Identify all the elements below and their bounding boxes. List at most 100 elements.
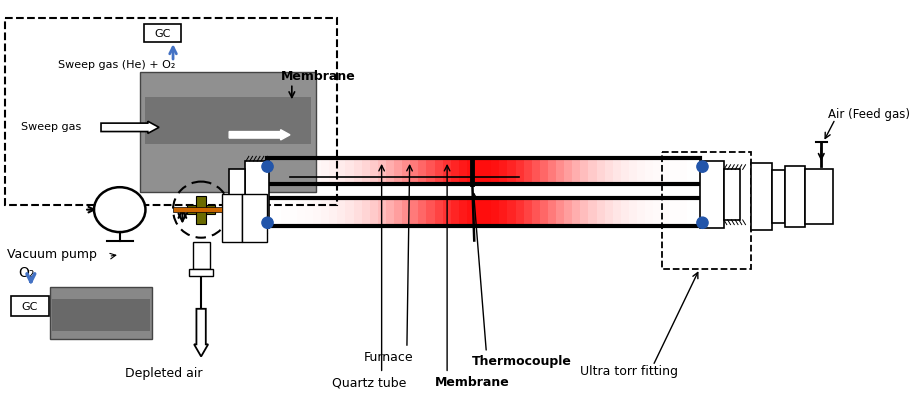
Text: Membrane: Membrane [281, 70, 355, 83]
Bar [192, 243, 210, 269]
Bar [784, 166, 804, 227]
Bar [362, 198, 370, 227]
Bar [410, 158, 419, 184]
Bar [229, 169, 245, 220]
Bar [499, 198, 507, 227]
Bar [242, 194, 266, 243]
Bar [699, 161, 723, 228]
Bar [669, 158, 678, 184]
Bar [5, 18, 336, 205]
Text: Ultra torr fitting: Ultra torr fitting [579, 365, 677, 378]
Bar [531, 158, 540, 184]
Text: Depleted air: Depleted air [125, 367, 202, 380]
Bar [629, 198, 638, 227]
Circle shape [696, 217, 707, 228]
Bar [369, 198, 378, 227]
Bar [564, 198, 572, 227]
Bar [394, 198, 403, 227]
Bar [418, 158, 427, 184]
Bar [771, 171, 784, 223]
Bar [661, 152, 751, 269]
Bar [145, 97, 312, 144]
Text: Vacuum pump: Vacuum pump [7, 248, 97, 261]
Bar [660, 198, 670, 227]
Bar [556, 198, 565, 227]
Bar [418, 198, 427, 227]
Bar [304, 158, 313, 184]
Bar [245, 161, 269, 228]
Bar [289, 198, 297, 227]
Bar [804, 169, 833, 224]
Bar [579, 198, 589, 227]
Bar [196, 196, 206, 224]
Bar [402, 158, 411, 184]
Bar [369, 158, 378, 184]
Bar [296, 158, 305, 184]
Bar [281, 158, 290, 184]
Bar [548, 158, 557, 184]
Bar [571, 158, 580, 184]
Text: Furnace: Furnace [363, 351, 413, 364]
FancyArrow shape [194, 309, 208, 357]
Bar [304, 198, 313, 227]
FancyBboxPatch shape [144, 23, 181, 42]
Bar [579, 158, 589, 184]
Text: Membrane: Membrane [435, 376, 509, 389]
Bar [677, 158, 686, 184]
Bar [329, 158, 338, 184]
Bar [140, 72, 316, 192]
Bar [337, 158, 346, 184]
Bar [652, 158, 661, 184]
Bar [499, 158, 507, 184]
Bar [312, 198, 322, 227]
Bar [362, 158, 370, 184]
Bar [321, 158, 330, 184]
Text: Air (Feed gas): Air (Feed gas) [827, 108, 909, 121]
Bar [507, 198, 516, 227]
Bar [596, 198, 605, 227]
Bar [434, 158, 443, 184]
Text: Sweep gas (He) + O₂: Sweep gas (He) + O₂ [58, 60, 175, 70]
Bar [450, 158, 459, 184]
Bar [450, 198, 459, 227]
Bar [426, 198, 435, 227]
Bar [669, 198, 678, 227]
Text: GC: GC [154, 29, 170, 39]
Bar [385, 158, 394, 184]
Ellipse shape [94, 187, 145, 232]
Bar [353, 198, 363, 227]
Bar [652, 198, 661, 227]
Bar [515, 198, 524, 227]
Bar [612, 158, 621, 184]
Bar [677, 198, 686, 227]
Circle shape [261, 217, 272, 228]
Bar [483, 158, 492, 184]
Bar [173, 207, 221, 212]
Text: Quartz tube: Quartz tube [332, 376, 406, 389]
Bar [221, 194, 242, 243]
Bar [337, 198, 346, 227]
Bar [548, 198, 557, 227]
Bar [475, 158, 484, 184]
Bar [531, 198, 540, 227]
Bar [491, 198, 500, 227]
FancyArrow shape [101, 121, 159, 133]
Text: Sweep gas: Sweep gas [21, 122, 81, 133]
Bar [289, 158, 297, 184]
Bar [523, 158, 532, 184]
Bar [377, 198, 386, 227]
Bar [442, 198, 451, 227]
Bar [644, 198, 653, 227]
Bar [588, 158, 597, 184]
Bar [588, 198, 597, 227]
Bar [385, 198, 394, 227]
Bar [442, 158, 451, 184]
Bar [515, 158, 524, 184]
Bar [491, 158, 500, 184]
Bar [321, 198, 330, 227]
Bar [329, 198, 338, 227]
Bar [353, 158, 363, 184]
Bar [52, 299, 149, 331]
Bar [556, 158, 565, 184]
Bar [660, 158, 670, 184]
